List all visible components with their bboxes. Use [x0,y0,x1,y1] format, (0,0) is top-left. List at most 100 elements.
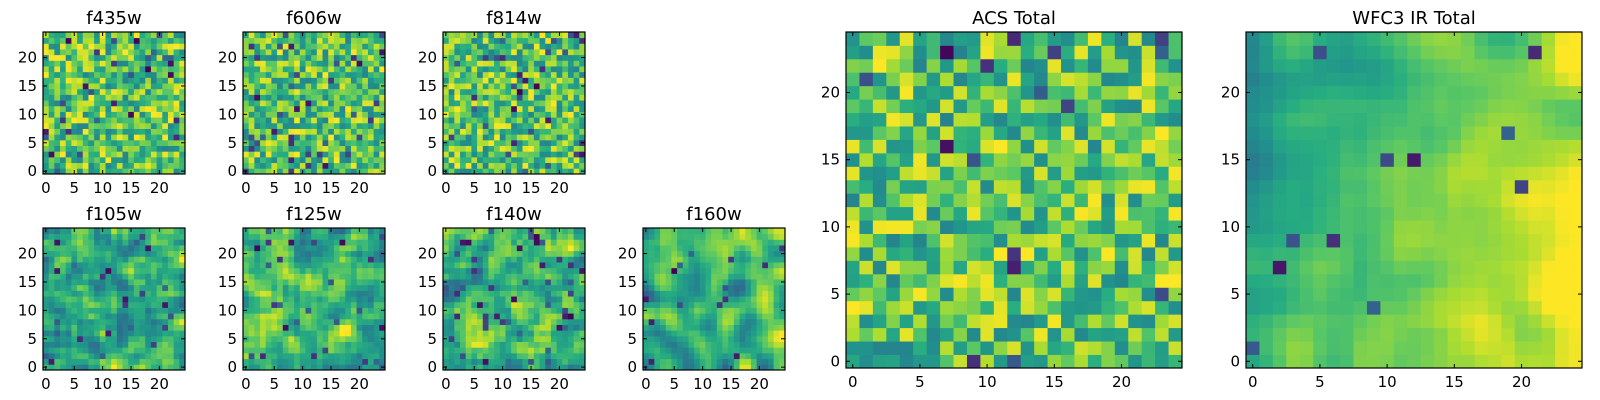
heatmap-cell [993,260,1008,275]
heatmap-cell [373,54,380,61]
heatmap-cell [60,105,67,112]
heatmap-cell [1020,287,1035,302]
heatmap-cell [511,341,518,348]
heatmap-cell [499,341,506,348]
heatmap-cell [677,352,684,360]
heatmap-cell [288,313,295,320]
heatmap-cell [339,54,346,61]
heatmap-cell [465,347,472,354]
panel-title: f435w [86,8,141,29]
heatmap-cell [333,347,340,354]
heatmap-cell [773,324,780,331]
heatmap-cell [1074,166,1089,181]
heatmap-cell [82,273,89,280]
heatmap-cell [482,233,489,240]
heatmap-cell [460,43,467,50]
heatmap-cell [539,32,546,39]
heatmap-cell [494,341,501,348]
heatmap-cell [60,43,67,50]
heatmap-cell [48,341,55,348]
heatmap-cell [750,341,757,348]
heatmap-cell [779,233,786,240]
heatmap-cell [477,111,484,118]
heatmap-cell [243,134,250,141]
heatmap-cell [550,162,557,169]
heatmap-cell [277,256,284,263]
heatmap-cell [511,162,518,169]
heatmap-cell [379,347,386,354]
heatmap-cell [477,77,484,84]
heatmap-cell [362,105,369,112]
heatmap-cell [545,307,552,314]
heatmap-cell [1007,354,1022,369]
heatmap-cell [477,318,484,325]
heatmap-cell [556,54,563,61]
heatmap-cell [654,233,661,240]
heatmap-cell [128,134,135,141]
heatmap-cell [745,335,752,342]
heatmap-cell [367,156,375,164]
heatmap-cell [465,100,472,107]
heatmap-cell [162,313,169,320]
heatmap-cell [150,88,157,95]
heatmap-cell [567,279,575,286]
heatmap-cell [465,307,472,314]
heatmap-cell [926,260,941,275]
heatmap-cell [288,32,295,39]
heatmap-cell [516,37,523,44]
heatmap-cell [562,273,569,280]
heatmap-cell [562,43,569,50]
heatmap-cell [562,335,569,342]
heatmap-cell [288,341,295,348]
heatmap-cell [311,117,318,124]
heatmap-cell [573,49,580,56]
heatmap-cell [373,105,380,112]
heatmap-cell [260,54,267,61]
heatmap-cell [516,156,523,164]
heatmap-cell [711,245,718,252]
heatmap-cell [82,347,89,354]
heatmap-cell [328,151,335,158]
heatmap-cell [333,228,340,235]
heatmap-cell [265,245,272,252]
heatmap-cell [499,330,506,337]
heatmap-cell [345,83,352,90]
heatmap-cell [705,341,712,348]
x-tick-label: 5 [269,375,279,393]
heatmap-cell [539,273,546,280]
heatmap-cell [173,83,180,90]
heatmap-cell [722,273,729,280]
heatmap-cell [482,273,489,280]
heatmap-cell [99,122,106,129]
heatmap-cell [728,279,735,286]
heatmap-cell [71,290,78,297]
heatmap-cell [539,330,546,337]
heatmap-cell [966,206,981,221]
heatmap-cell [699,307,706,314]
heatmap-cell [60,100,67,107]
heatmap-cell [116,151,123,158]
heatmap-cell [265,335,272,342]
heatmap-cell [282,111,289,118]
y-tick-label: 5 [627,330,637,348]
heatmap-cell [82,122,89,129]
heatmap-cell [913,287,928,302]
heatmap-cell [94,228,101,235]
heatmap-cell [1087,233,1102,248]
heatmap-cell [750,352,757,360]
heatmap-cell [162,267,169,274]
heatmap-cell [477,324,484,331]
heatmap-cell [567,71,575,78]
heatmap-cell [162,94,169,101]
heatmap-cell [265,139,272,146]
heatmap-cell [288,43,295,50]
heatmap-cell [139,162,146,169]
heatmap-cell [254,347,261,354]
heatmap-cell [528,239,535,246]
heatmap-cell [533,347,540,354]
heatmap-cell [528,358,535,365]
heatmap-cell [356,145,363,152]
heatmap-cell [105,245,112,252]
heatmap-cell [299,128,306,135]
heatmap-cell [167,139,175,146]
